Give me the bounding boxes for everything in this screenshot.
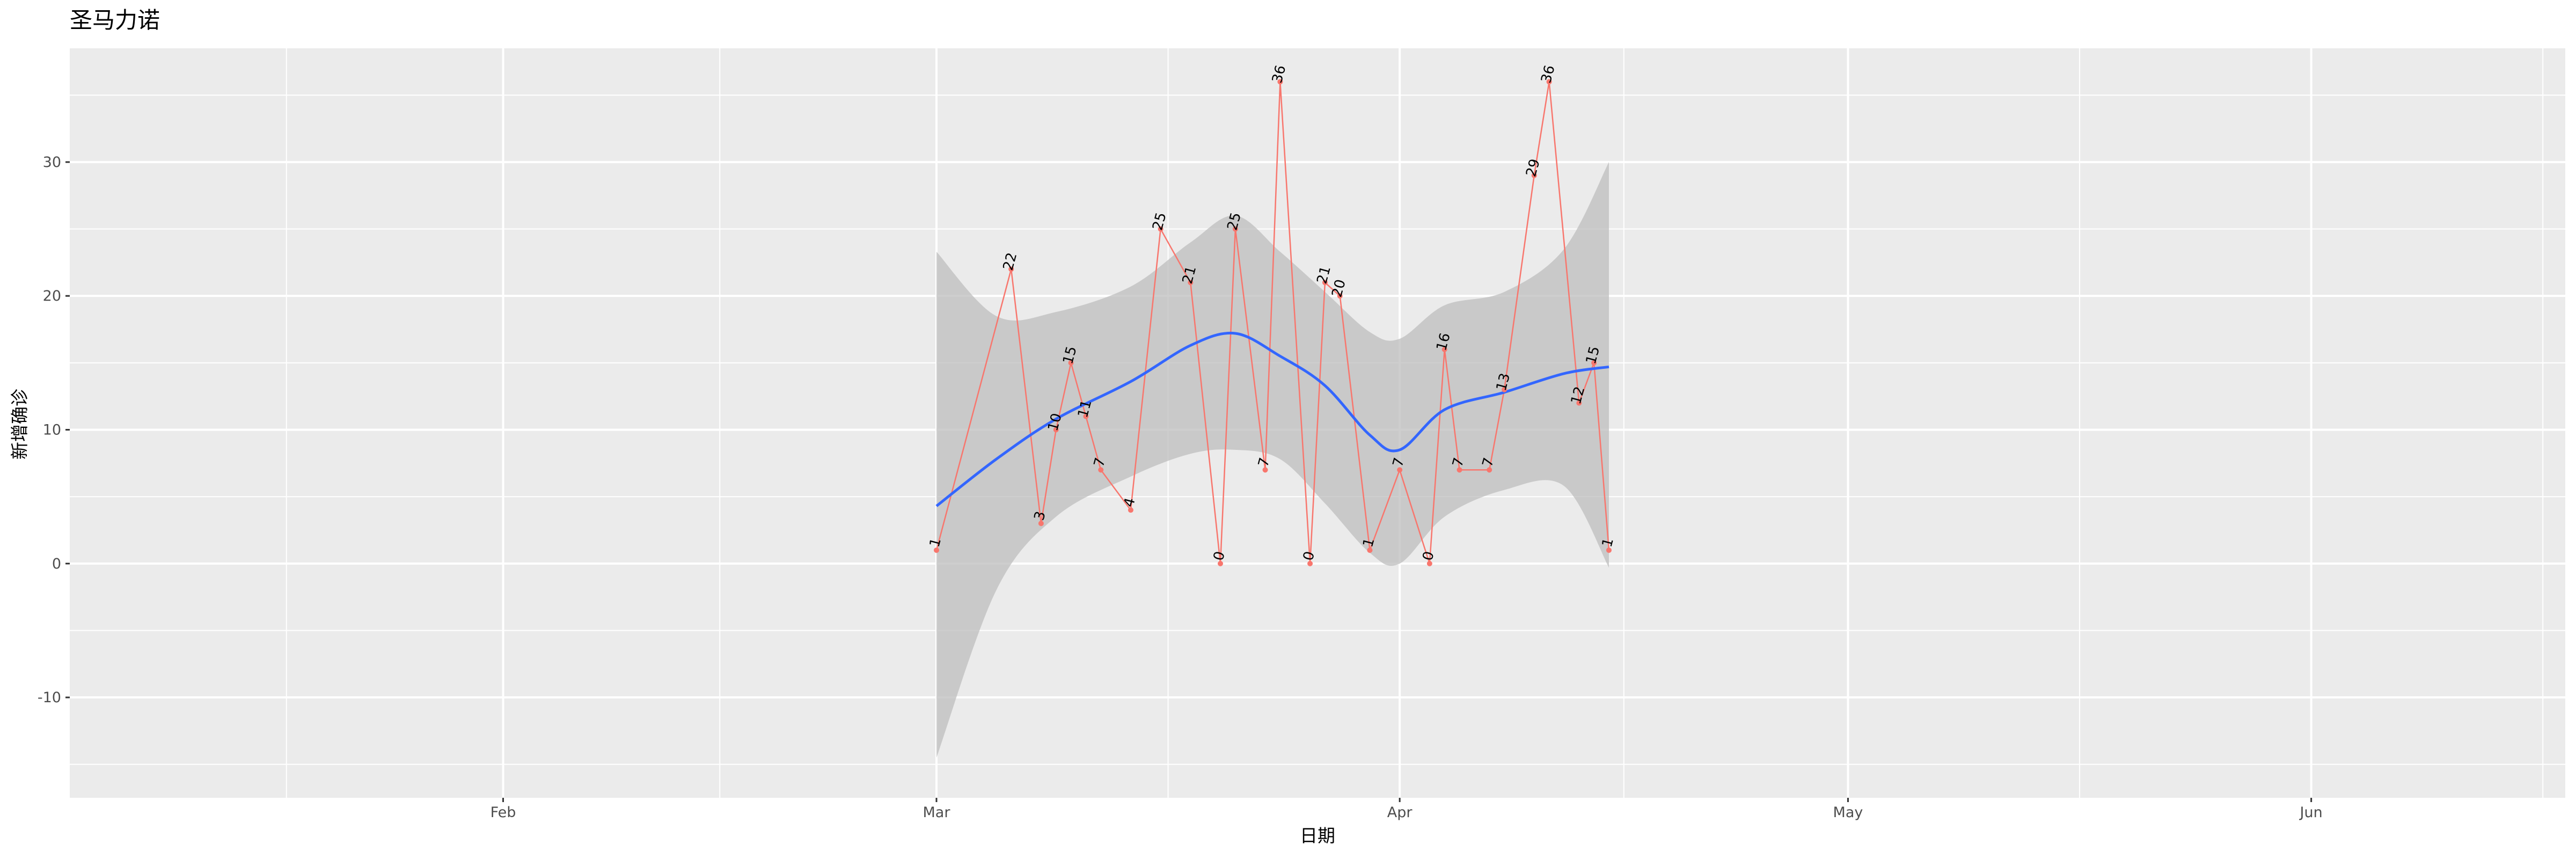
y-tick-label: 30: [43, 154, 61, 171]
data-point: [1426, 560, 1432, 566]
data-point: [1502, 387, 1507, 392]
x-tick-label: May: [1833, 804, 1863, 821]
data-point: [1068, 360, 1074, 366]
data-point: [1397, 467, 1403, 473]
data-point: [1038, 520, 1044, 526]
data-point: [1158, 226, 1163, 232]
data-label: 1: [1360, 536, 1378, 549]
data-label: 7: [1091, 456, 1109, 469]
data-point: [1083, 413, 1089, 419]
x-tick-label: Jun: [2299, 804, 2323, 821]
x-axis: Feb Mar Apr May Jun: [491, 798, 2323, 821]
confidence-ribbon: [936, 162, 1609, 758]
data-label: 4: [1121, 496, 1139, 509]
data-point: [1262, 467, 1268, 473]
data-label: 0: [1419, 550, 1437, 563]
chart-title: 圣马力诺: [70, 7, 160, 33]
data-label: 1: [1599, 536, 1617, 549]
data-point: [1053, 427, 1059, 433]
data-point: [1606, 547, 1612, 553]
smooth-trend-line: [935, 331, 1609, 507]
x-tick-label: Feb: [491, 804, 516, 821]
data-point: [1098, 467, 1104, 473]
data-point: [1457, 467, 1462, 473]
data-point: [1322, 280, 1328, 286]
data-point: [1591, 360, 1597, 366]
data-point: [1188, 280, 1194, 286]
data-label: 0: [1211, 550, 1228, 563]
data-point: [1307, 560, 1313, 566]
data-point: [1218, 560, 1224, 566]
data-point: [1128, 507, 1133, 513]
y-tick-label: -10: [38, 689, 61, 706]
data-label: 7: [1480, 456, 1497, 469]
data-label: 1: [927, 536, 945, 549]
data-label: 7: [1255, 456, 1273, 469]
x-axis-title: 日期: [1300, 825, 1335, 846]
smooth-layer: [935, 331, 1609, 507]
data-label: 7: [1450, 456, 1467, 469]
y-axis: -10 0 10 20 30: [38, 154, 70, 706]
data-point: [933, 547, 939, 553]
data-point: [1531, 172, 1537, 178]
data-label: 0: [1300, 550, 1318, 563]
data-point: [1546, 79, 1552, 85]
data-point: [1277, 79, 1283, 85]
data-point: [1367, 547, 1373, 553]
data-point: [1337, 293, 1343, 299]
y-tick-label: 10: [43, 421, 61, 438]
data-point: [1487, 467, 1492, 473]
x-tick-label: Apr: [1387, 804, 1413, 821]
data-point: [1441, 346, 1447, 352]
y-tick-label: 20: [43, 288, 61, 304]
data-points: [933, 79, 1612, 566]
data-point: [1008, 266, 1014, 272]
y-axis-title: 新增确诊: [9, 389, 30, 460]
data-label: 3: [1031, 509, 1049, 522]
data-point: [1576, 400, 1582, 406]
confidence-band: [936, 162, 1609, 758]
x-tick-label: Mar: [923, 804, 950, 821]
y-tick-label: 0: [52, 556, 61, 572]
data-label: 7: [1390, 456, 1408, 469]
data-point: [1232, 226, 1238, 232]
